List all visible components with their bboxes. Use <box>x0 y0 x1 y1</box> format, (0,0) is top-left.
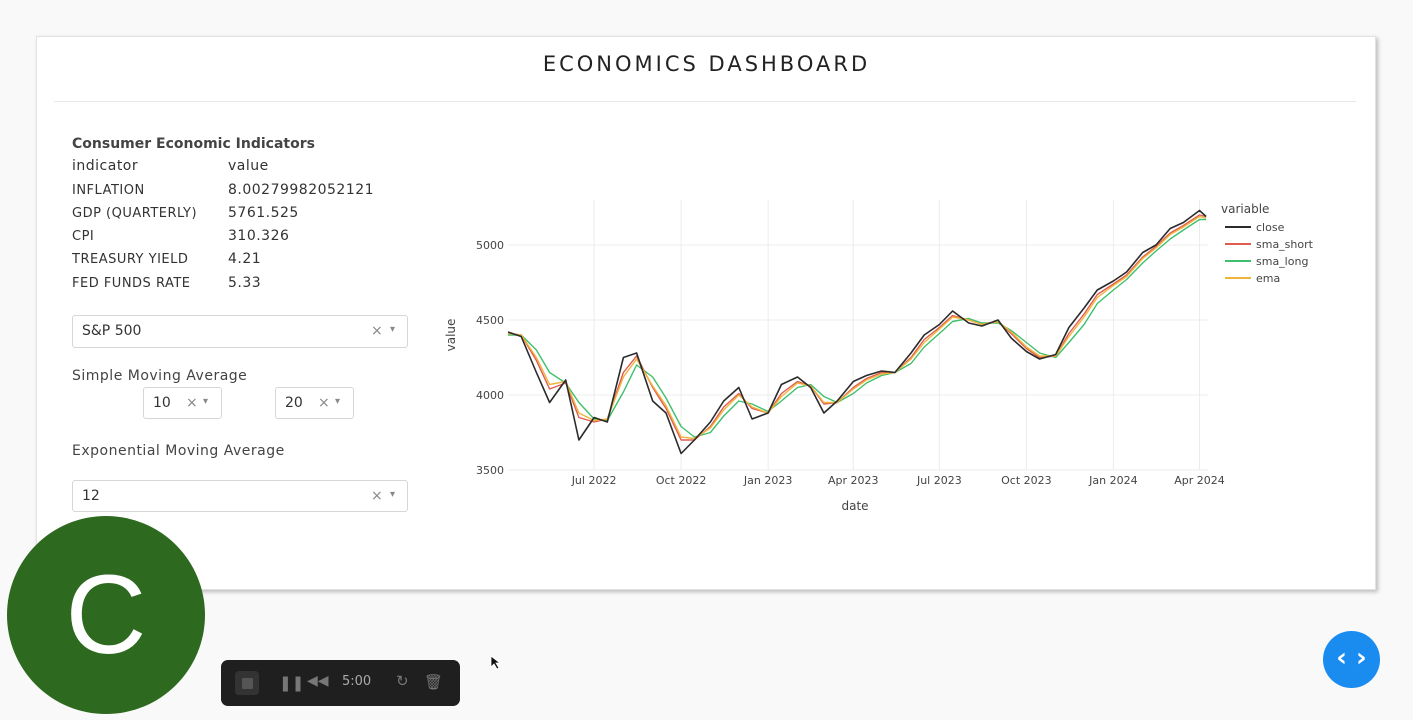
ema-select[interactable]: 12 × ▾ <box>72 480 408 512</box>
recorder-toolbar: ❚❚ ◀◀ 5:00 ↻ 🗑 <box>221 660 460 706</box>
code-icon: ‹ › <box>1336 643 1367 673</box>
trash-icon[interactable]: 🗑 <box>424 673 444 691</box>
sma-long-select[interactable]: 20 × ▾ <box>275 387 354 419</box>
sma-long-value: 20 <box>285 395 303 411</box>
indicator-name: INFLATION <box>72 183 145 198</box>
sma-short-select[interactable]: 10 × ▾ <box>143 387 222 419</box>
avatar: C <box>7 516 205 714</box>
code-toggle-button[interactable]: ‹ › <box>1323 631 1380 688</box>
indicator-value: 4.21 <box>228 251 262 267</box>
chevron-down-icon[interactable]: ▾ <box>335 396 341 407</box>
indicator-column-header: indicator <box>72 158 139 174</box>
indicator-name: GDP (QUARTERLY) <box>72 206 198 221</box>
recording-time: 5:00 <box>342 674 372 689</box>
chevron-down-icon[interactable]: ▾ <box>390 489 396 500</box>
cursor-icon <box>490 655 502 670</box>
sma-short-value: 10 <box>153 395 171 411</box>
rewind-icon[interactable]: ◀◀ <box>307 673 329 689</box>
indicator-value: 310.326 <box>228 228 290 244</box>
stop-icon <box>242 678 253 689</box>
indicator-name: FED FUNDS RATE <box>72 276 191 291</box>
indicator-value: 5.33 <box>228 275 262 291</box>
restart-icon[interactable]: ↻ <box>396 672 409 690</box>
value-column-header: value <box>228 158 269 174</box>
ema-value: 12 <box>82 488 100 504</box>
chevron-down-icon[interactable]: ▾ <box>390 324 396 335</box>
indicator-name: TREASURY YIELD <box>72 252 189 267</box>
indicator-value: 8.00279982052121 <box>228 182 375 198</box>
indicator-name: CPI <box>72 229 95 244</box>
index-select-value: S&P 500 <box>82 323 142 339</box>
pause-icon[interactable]: ❚❚ <box>279 674 305 692</box>
clear-icon[interactable]: × <box>318 395 330 411</box>
clear-icon[interactable]: × <box>186 395 198 411</box>
chevron-down-icon[interactable]: ▾ <box>203 396 209 407</box>
clear-icon[interactable]: × <box>371 323 383 339</box>
sma-label: Simple Moving Average <box>72 368 248 384</box>
indicators-title: Consumer Economic Indicators <box>72 136 315 152</box>
clear-icon[interactable]: × <box>371 488 383 504</box>
ema-label: Exponential Moving Average <box>72 443 285 459</box>
title-divider <box>54 101 1356 102</box>
stop-button[interactable] <box>235 671 259 695</box>
indicator-value: 5761.525 <box>228 205 299 221</box>
index-select[interactable]: S&P 500 × ▾ <box>72 315 408 348</box>
page-title: ECONOMICS DASHBOARD <box>542 52 871 76</box>
